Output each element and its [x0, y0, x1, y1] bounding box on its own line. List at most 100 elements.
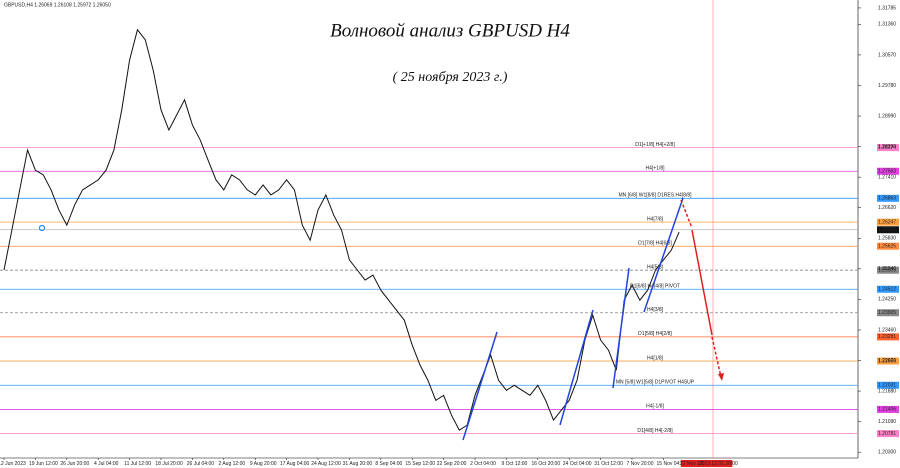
y-tick-label: 1.22670: [878, 358, 896, 364]
level-label: D1[7/8] H4[6/8]: [638, 241, 672, 247]
forecast-line: [680, 199, 693, 229]
level-value-label: 1.21406: [878, 407, 896, 413]
level-value-box: [877, 430, 899, 438]
x-tick-label: 24 Oct 04:00: [563, 461, 592, 467]
x-tick-label: 15 Sep 12:00: [405, 461, 435, 467]
y-tick-label: 1.21880: [878, 388, 896, 394]
level-label: MN [5/8] W1[5/8] D1PIVOT H4SUP: [616, 380, 695, 386]
x-tick-label: 9 Aug 20:00: [250, 461, 277, 467]
x-tick-label: 31 Aug 20:00: [343, 461, 373, 467]
y-tick-label: 1.29780: [878, 83, 896, 89]
y-tick-label: 1.31785: [878, 5, 896, 11]
current-price-label: 1.26050: [878, 227, 896, 233]
forecast-line: [691, 229, 713, 336]
level-value-label: 1.23905: [878, 310, 896, 316]
y-tick-label: 1.30570: [878, 52, 896, 58]
x-tick-label: 22 Nov 12:00: [680, 461, 710, 467]
x-tick-label: 18 Jul 20:00: [155, 461, 182, 467]
y-tick-label: 1.21090: [878, 419, 896, 425]
wave-line: [559, 309, 594, 426]
y-tick-label: 1.25040: [878, 266, 896, 272]
level-value-box: [877, 167, 899, 175]
x-tick-label: 2 Oct 04:00: [470, 461, 496, 467]
y-tick-label: 1.28990: [878, 113, 896, 119]
symbol-info: GBPUSD,H4 1.26069 1.26108 1.25972 1.2605…: [4, 2, 111, 8]
level-value-label: 1.25005: [878, 268, 896, 274]
current-price-box: [877, 226, 899, 234]
level-value-label: 1.23281: [878, 334, 896, 340]
level-value-label: 1.27563: [878, 169, 896, 175]
cursor-icon: [38, 224, 46, 232]
level-label: D1[+1/8] H4[+2/8]: [635, 142, 675, 148]
level-value-box: [877, 381, 899, 389]
y-tick-label: 1.27410: [878, 174, 896, 180]
x-tick-label: 2023.12.01 20:00: [699, 461, 738, 467]
level-value-box: [877, 405, 899, 413]
level-value-box: [877, 218, 899, 226]
level-label: H4[-1/8]: [646, 404, 664, 410]
forecast-line: [711, 336, 722, 378]
level-value-box: [877, 194, 899, 202]
future-date-box: [680, 460, 709, 467]
x-tick-label: 4 Jul 04:00: [94, 461, 119, 467]
y-tick-label: 1.28200: [878, 144, 896, 150]
x-tick-label: 16 Oct 20:00: [531, 461, 560, 467]
x-tick-label: 31 Oct 12:00: [594, 461, 623, 467]
x-tick-label: 2 Aug 12:00: [218, 461, 245, 467]
x-tick-label: 11 Jul 12:00: [124, 461, 151, 467]
y-tick-label: 1.24250: [878, 297, 896, 303]
x-tick-label: 24 Aug 12:00: [311, 461, 341, 467]
level-value-box: [877, 357, 899, 365]
level-label: H4[3/8]: [647, 307, 664, 313]
level-value-label: 1.24512: [878, 287, 896, 293]
level-label: D1[4/8] H4[-2/8]: [637, 428, 673, 434]
wave-line: [612, 267, 630, 389]
level-value-label: 1.20781: [878, 431, 896, 437]
x-tick-label: 7 Nov 20:00: [627, 461, 654, 467]
x-tick-label: 12 Jun 2023: [0, 461, 26, 467]
y-tick-label: 1.31360: [878, 22, 896, 28]
y-tick-label: 1.25830: [878, 236, 896, 242]
x-tick-label: 9 Oct 12:00: [501, 461, 527, 467]
x-tick-label: 22 Sep 20:00: [437, 461, 467, 467]
wave-markup: [38, 197, 724, 441]
future-date-box: [704, 460, 733, 467]
level-value-box: [877, 242, 899, 250]
x-tick-label: 26 Jul 04:00: [187, 461, 214, 467]
level-label: D1[6/8] H4[4/8] PIVOT: [630, 284, 680, 290]
level-value-label: 1.22656: [878, 358, 896, 364]
y-tick-label: 1.26620: [878, 205, 896, 211]
level-value-label: 1.25625: [878, 244, 896, 250]
forecast-arrowhead: [718, 373, 724, 381]
level-label: H4[+1/8]: [645, 166, 665, 172]
level-label: H4[5/8]: [647, 265, 664, 271]
level-value-box: [877, 285, 899, 293]
level-value-box: [877, 333, 899, 341]
x-tick-label: 26 Jun 20:00: [60, 461, 89, 467]
level-value-label: 1.26863: [878, 196, 896, 202]
level-value-box: [877, 144, 899, 152]
chart-subtitle: ( 25 ноября 2023 г.): [393, 70, 508, 85]
level-value-label: 1.26247: [878, 219, 896, 225]
level-value-label: 1.22031: [878, 383, 896, 389]
x-tick-label: 19 Jun 12:00: [29, 461, 58, 467]
x-tick-label: 17 Aug 04:00: [280, 461, 310, 467]
levels: D1[+1/8] H4[+2/8] 1.28174 H4[+1/8] 1.27563 M…: [0, 142, 899, 438]
wave-line: [643, 197, 684, 313]
level-label: D1[5/8] H4[2/8]: [638, 331, 672, 337]
y-tick-label: 1.23460: [878, 327, 896, 333]
level-label: H4[1/8]: [647, 355, 664, 361]
wave-line: [462, 331, 498, 441]
level-value-box: [877, 309, 899, 317]
chart-title: Волновой анализ GBPUSD H4: [330, 20, 570, 41]
level-value-box: [877, 266, 899, 274]
axes: 1.20300 1.21090 1.21880 1.22670 1.23460 1.242…: [0, 5, 896, 467]
level-value-label: 1.28174: [878, 145, 896, 151]
level-label: H4[7/8]: [647, 216, 664, 222]
y-tick-label: 1.20300: [878, 450, 896, 456]
level-label: MN [6/8] W1[8/8] D1RES H4[8/8]: [618, 193, 692, 199]
x-tick-label: 8 Sep 04:00: [375, 461, 402, 467]
x-tick-label: 15 Nov 04:00: [657, 461, 687, 467]
